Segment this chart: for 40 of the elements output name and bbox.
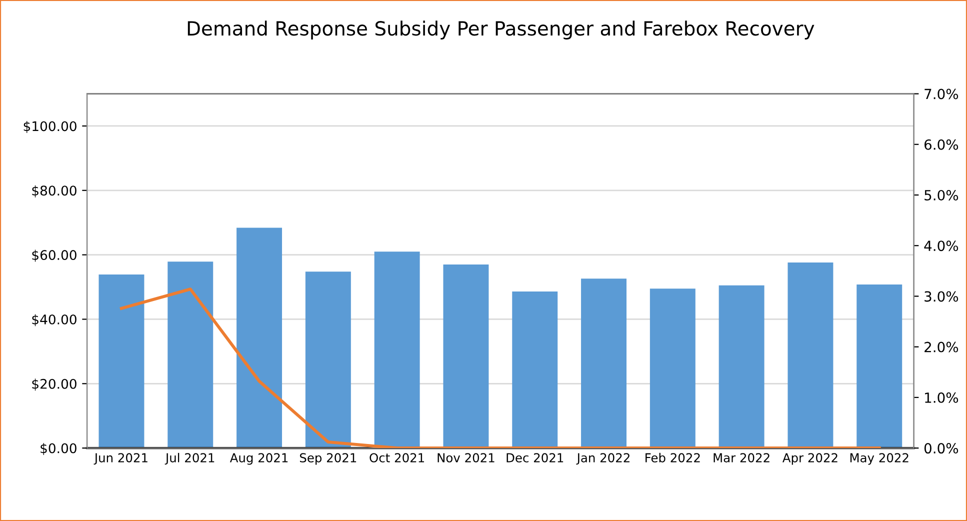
y-tick-label: $20.00 [32, 378, 76, 391]
y-tick-label: $60.00 [32, 250, 76, 262]
bar [650, 288, 696, 448]
x-tick-label: Feb 2022 [646, 452, 700, 462]
bar [581, 278, 627, 448]
x-tick-label: Aug 2021 [230, 453, 288, 465]
y2-tick-label: 0.0% [924, 443, 958, 454]
bar [512, 292, 558, 448]
x-tick-label: Sep 2021 [300, 453, 356, 465]
y2-tick-label: 5.0% [924, 190, 958, 200]
x-tick-label: Oct 2021 [370, 453, 424, 462]
chart-title: Demand Response Subsidy Per Passenger and Farebox Recovery [188, 20, 814, 40]
y2-tick-label: 4.0% [924, 240, 958, 252]
x-tick-label: Jun 2021 [94, 453, 148, 465]
y-tick-label: $100.00 [24, 120, 76, 133]
x-tick-label: Mar 2022 [714, 453, 770, 462]
y-tick-label: $0.00 [40, 443, 76, 456]
x-tick-label: Jul 2021 [164, 452, 214, 465]
y2-tick-label: 1.0% [925, 392, 958, 403]
bar [305, 272, 351, 448]
y-tick-label: $40.00 [32, 314, 76, 326]
x-tick-label: May 2022 [850, 453, 908, 465]
y-tick-label: $80.00 [32, 185, 76, 198]
x-tick-label: Apr 2022 [782, 453, 838, 465]
bar [856, 284, 902, 448]
y2-tick-label: 2.0% [924, 342, 958, 352]
bar [443, 264, 489, 448]
line-series [120, 288, 881, 448]
bar [236, 228, 282, 448]
bar [98, 274, 144, 448]
x-tick-label: Nov 2021 [438, 453, 494, 462]
y2-tick-label: 6.0% [924, 139, 958, 150]
bar [168, 262, 214, 448]
x-tick-label: Dec 2021 [506, 453, 564, 462]
y2-tick-label: 7.0% [924, 88, 958, 100]
y2-tick-label: 3.0% [924, 291, 958, 302]
bar [374, 252, 420, 448]
x-tick-label: Jan 2022 [576, 453, 630, 465]
bar [718, 285, 764, 448]
bar [788, 262, 834, 448]
